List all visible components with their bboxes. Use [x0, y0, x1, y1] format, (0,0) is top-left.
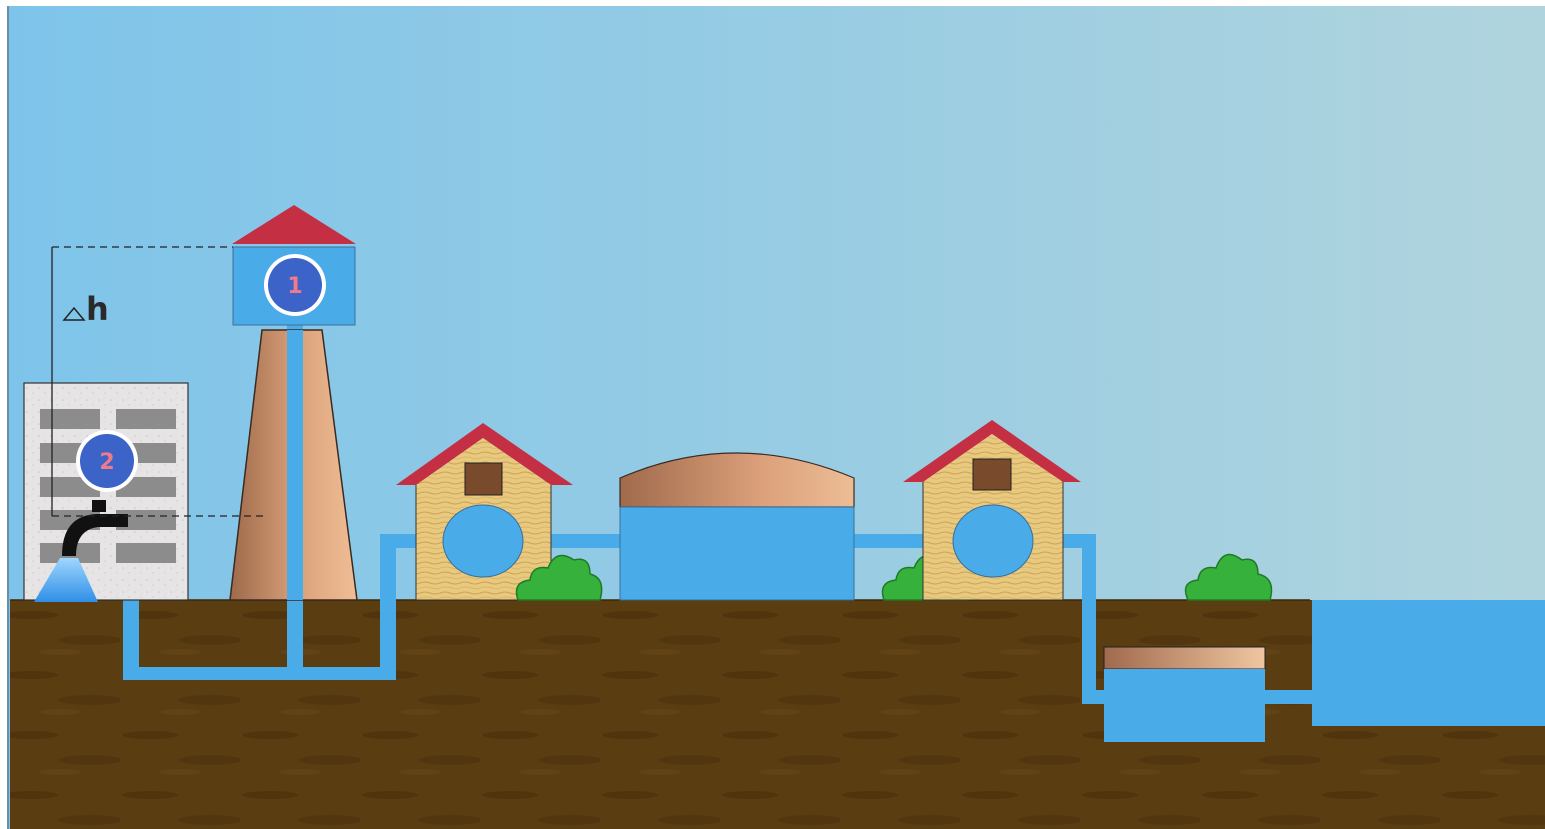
- house-left-water-meter: [442, 504, 524, 578]
- point-2-badge-fill: [80, 434, 134, 488]
- faucet-spout: [62, 514, 128, 556]
- building-window: [40, 409, 100, 429]
- dome-roof: [619, 452, 855, 508]
- dome-water: [619, 506, 855, 601]
- house-left-roof: [396, 423, 573, 485]
- house-riser-pipe: [380, 534, 396, 680]
- faucet-handle: [92, 500, 106, 512]
- faucet-icon: [34, 500, 128, 602]
- building-window: [116, 409, 176, 429]
- building-window: [116, 510, 176, 530]
- treatment-tank-water: [1104, 669, 1265, 742]
- outflow-pipe: [1262, 690, 1314, 704]
- house-right: [903, 420, 1081, 601]
- water-splash: [34, 558, 98, 602]
- point-1-badge: 1: [264, 254, 326, 316]
- house-left: [396, 423, 573, 601]
- delta-h-label: h: [86, 290, 109, 328]
- house-right-water-meter: [952, 504, 1034, 578]
- point-2-label: 2: [99, 450, 114, 475]
- tower-roof: [232, 205, 356, 244]
- height-difference-guide: [51, 246, 265, 517]
- house-right-window: [972, 458, 1012, 491]
- house-right-roof: [903, 420, 1081, 482]
- treatment-tank-lid: [1103, 646, 1266, 670]
- bush-icon: [515, 554, 603, 601]
- delta-triangle-icon: [62, 306, 86, 321]
- bush-shape: [1184, 553, 1273, 601]
- point-1-badge-fill: [268, 258, 322, 312]
- building-window: [116, 543, 176, 563]
- tower-inner-pipe: [287, 330, 303, 600]
- drain-down-pipe: [1082, 534, 1096, 704]
- bush-icon: [1184, 553, 1273, 601]
- point-2-badge: 2: [76, 430, 138, 492]
- building-window: [116, 477, 176, 497]
- river: [1312, 600, 1545, 726]
- storage-dome: [619, 452, 855, 601]
- bush-shape: [515, 554, 603, 601]
- point-1-label: 1: [287, 274, 302, 299]
- house-left-window: [464, 462, 503, 496]
- treatment-tank: [1103, 646, 1266, 742]
- house-left-gable: [416, 438, 551, 485]
- house-right-gable: [923, 434, 1063, 482]
- ground: [10, 600, 1545, 829]
- underground-pipe-main: [123, 667, 395, 680]
